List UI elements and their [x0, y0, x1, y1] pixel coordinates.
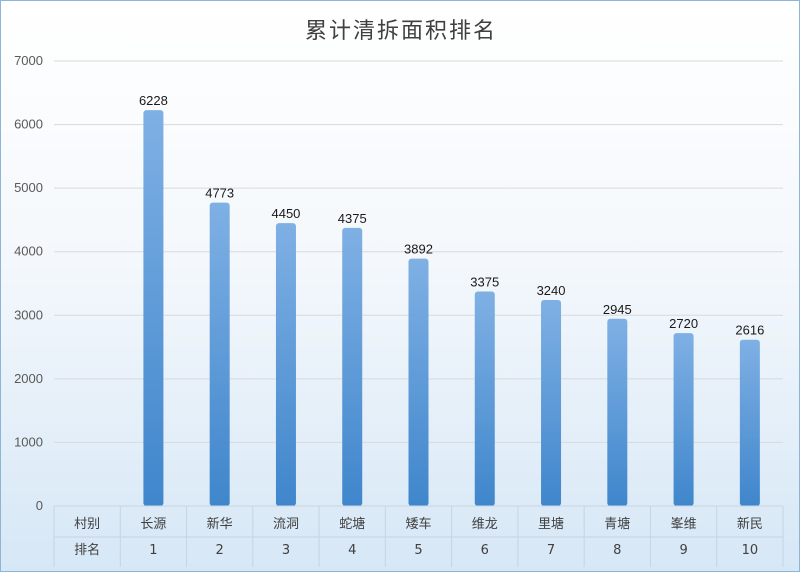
bar [673, 333, 694, 506]
y-tick-label: 5000 [14, 180, 43, 195]
table-header-rank: 排名 [74, 542, 100, 558]
y-tick-label: 2000 [14, 371, 43, 386]
data-label: 2720 [669, 316, 698, 331]
category-label: 里塘 [538, 516, 564, 532]
data-label: 3240 [537, 283, 566, 298]
category-label: 维龙 [472, 517, 498, 532]
category-label: 矮车 [405, 516, 431, 532]
bar [541, 300, 562, 506]
bar [474, 291, 495, 506]
rank-label: 10 [742, 543, 759, 558]
y-tick-label: 1000 [14, 434, 43, 449]
bar [209, 202, 230, 506]
category-label: 峯维 [671, 517, 697, 532]
rank-label: 1 [149, 543, 157, 558]
table-header-village: 村别 [74, 517, 100, 532]
bar [739, 339, 760, 506]
data-label: 3892 [404, 242, 433, 257]
data-label: 4773 [205, 186, 234, 201]
y-tick-label: 0 [36, 498, 43, 513]
y-tick-label: 4000 [14, 244, 43, 259]
bar [342, 227, 363, 506]
data-label: 4375 [338, 211, 367, 226]
category-label: 流洞 [273, 517, 299, 532]
bar [408, 258, 429, 506]
bar [275, 223, 296, 506]
y-tick-label: 7000 [14, 53, 43, 68]
data-label: 2945 [603, 302, 632, 317]
chart-title: 累计清拆面积排名 [304, 19, 497, 44]
data-label: 2616 [735, 323, 764, 338]
data-label: 3375 [470, 274, 499, 289]
rank-label: 4 [348, 543, 356, 558]
bar [607, 318, 628, 506]
category-label: 新民 [737, 516, 763, 532]
rank-label: 3 [282, 543, 290, 558]
data-label: 4450 [271, 206, 300, 221]
category-label: 青塘 [604, 516, 630, 532]
rank-label: 6 [481, 543, 489, 558]
rank-label: 9 [679, 543, 687, 558]
y-tick-label: 3000 [14, 307, 43, 322]
rank-label: 7 [547, 543, 555, 558]
y-tick-label: 6000 [14, 117, 43, 132]
category-label: 蛇塘 [339, 516, 365, 532]
category-label: 新华 [207, 516, 233, 532]
category-label: 长源 [140, 517, 166, 532]
rank-label: 8 [613, 543, 621, 558]
rank-label: 2 [216, 543, 224, 558]
rank-label: 5 [414, 543, 422, 558]
data-label: 6228 [139, 93, 168, 108]
bar [143, 110, 164, 506]
